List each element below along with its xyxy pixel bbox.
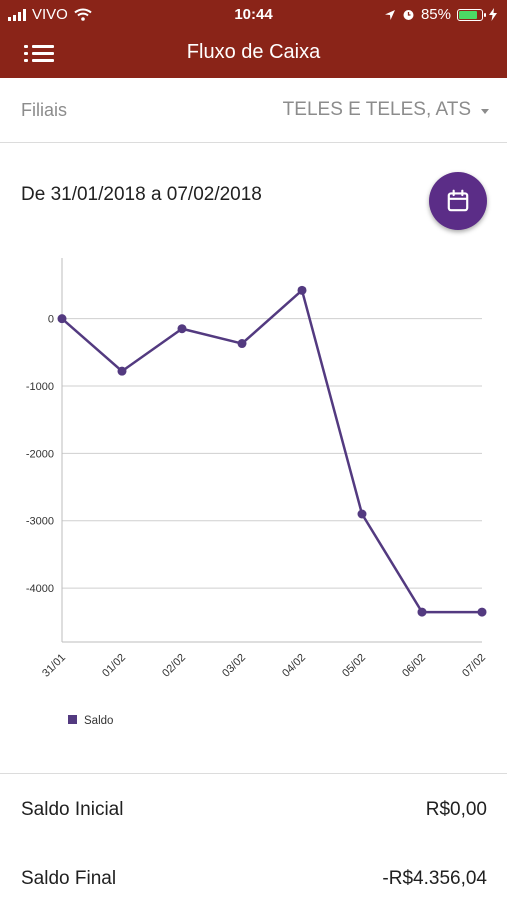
legend-swatch [68, 715, 77, 724]
branch-label: Filiais [21, 100, 68, 120]
data-point [177, 324, 187, 334]
alarm-icon [403, 10, 414, 20]
data-point [237, 339, 247, 349]
divider [0, 773, 507, 774]
x-tick-label: 06/02 [400, 652, 428, 680]
location-icon [384, 9, 395, 20]
initial-balance-value: R$0,00 [425, 799, 487, 820]
initial-balance-label: Saldo Inicial [21, 799, 124, 820]
data-point [357, 509, 367, 519]
carrier-label: VIVO [32, 6, 68, 23]
balance-chart: 0 -1000 -2000 -3000 -4000 31/01 01/02 02/02 03/0… [26, 258, 488, 727]
page-title: Fluxo de Caixa [186, 41, 321, 63]
initial-balance-row: Saldo Inicial R$0,00 [21, 799, 487, 821]
x-tick-label: 05/02 [340, 652, 368, 680]
y-tick-label: -2000 [26, 448, 54, 460]
branch-filter: Filiais TELES E TELES, ATS [0, 78, 507, 143]
series-line [61, 289, 482, 614]
app-bar: Fluxo de Caixa [0, 28, 507, 78]
menu-icon[interactable] [24, 42, 54, 64]
final-balance-label: Saldo Final [21, 868, 117, 889]
header: VIVO 10:44 85% [0, 0, 507, 78]
data-point [57, 314, 67, 324]
signal-icon [8, 8, 26, 21]
data-point [297, 285, 307, 295]
y-tick-label: -4000 [26, 583, 54, 595]
x-tick-label: 31/01 [40, 652, 68, 680]
battery-percent: 85% [420, 6, 451, 23]
branch-select-value: TELES E TELES, ATS [282, 99, 471, 120]
clock: 10:44 [234, 6, 273, 23]
x-tick-label: 01/02 [100, 652, 128, 680]
calendar-icon [447, 189, 469, 212]
data-point [117, 366, 127, 376]
y-tick-label: -1000 [26, 381, 54, 393]
status-bar: VIVO 10:44 85% [0, 0, 507, 28]
legend-label: Saldo [84, 715, 113, 727]
data-point [477, 607, 487, 617]
final-balance-value: -R$4.356,04 [382, 868, 487, 889]
data-point [417, 607, 427, 617]
dropdown-arrow-icon [481, 108, 489, 114]
date-range: De 31/01/2018 a 07/02/2018 [21, 184, 262, 205]
y-tick-label: -3000 [26, 516, 54, 528]
x-tick-label: 04/02 [280, 652, 308, 680]
calendar-button[interactable] [429, 172, 487, 230]
charging-icon [489, 8, 497, 21]
y-tick-label: 0 [48, 314, 54, 326]
battery-icon [457, 8, 486, 21]
x-tick-label: 03/02 [220, 652, 248, 680]
final-balance-row: Saldo Final -R$4.356,04 [21, 868, 487, 890]
branch-select[interactable]: TELES E TELES, ATS [283, 99, 489, 121]
x-tick-label: 07/02 [460, 652, 488, 680]
x-tick-label: 02/02 [160, 652, 188, 680]
wifi-icon [74, 8, 92, 21]
